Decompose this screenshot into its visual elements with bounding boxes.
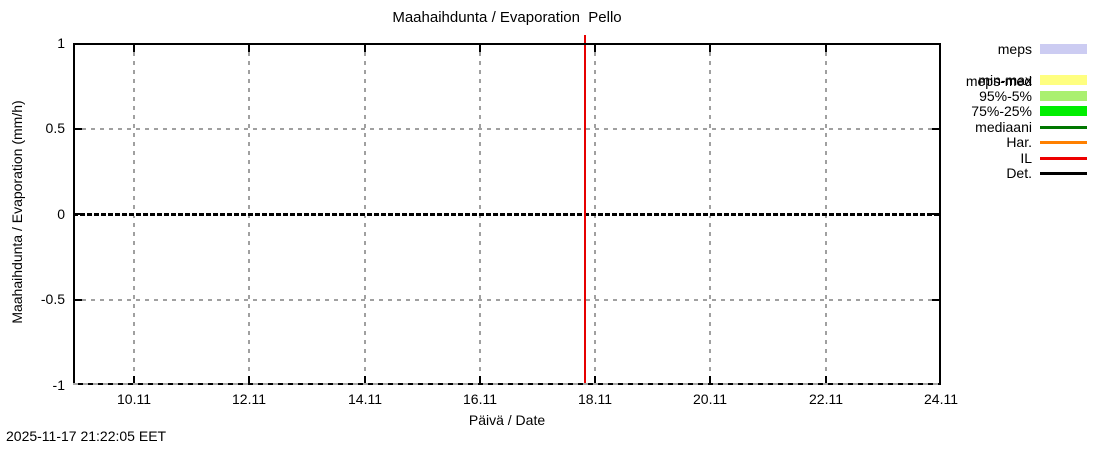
gridline-horizontal	[73, 128, 941, 130]
x-axis-title: Päivä / Date	[468, 412, 546, 428]
y-tick-mark	[932, 299, 939, 301]
x-tick-mark	[709, 376, 711, 383]
legend-label: 75%-25%	[971, 103, 1032, 119]
x-tick-mark	[364, 376, 366, 383]
y-tick-label: 1	[57, 35, 65, 51]
legend-swatch-min-max	[1040, 75, 1087, 85]
y-tick-label: -1	[52, 377, 65, 393]
x-tick-mark	[479, 45, 481, 52]
y-axis-title: Maahaihdunta / Evaporation (mm/h)	[9, 100, 25, 324]
legend-label: min-max	[978, 72, 1032, 88]
legend-label: meps	[997, 41, 1032, 57]
plot-border-right	[939, 43, 941, 385]
x-tick-label: 22.11	[809, 391, 843, 407]
legend-swatch-95-5	[1040, 91, 1087, 101]
x-tick-label: 20.11	[693, 391, 727, 407]
legend-label: meps-med	[965, 73, 1032, 89]
det-series-zero-line	[73, 213, 941, 216]
legend-swatch-har	[1040, 141, 1087, 144]
x-tick-label: 14.11	[348, 391, 382, 407]
legend-label: IL	[1020, 150, 1032, 166]
x-tick-mark	[364, 45, 366, 52]
y-tick-label: -0.5	[40, 291, 65, 307]
legend-swatch-il	[1040, 157, 1087, 160]
timestamp: 2025-11-17 21:22:05 EET	[6, 428, 167, 444]
x-tick-mark	[479, 376, 481, 383]
y-tick-mark	[75, 299, 82, 301]
plot-border-bottom-dashes	[73, 383, 941, 385]
x-tick-mark	[133, 376, 135, 383]
x-tick-mark	[709, 45, 711, 52]
x-tick-mark	[825, 376, 827, 383]
plot-border-top	[73, 43, 941, 45]
x-tick-label: 18.11	[578, 391, 612, 407]
legend-label: Har.	[1006, 134, 1032, 150]
x-tick-label: 12.11	[232, 391, 266, 407]
x-tick-label: 24.11	[924, 391, 958, 407]
current-time-marker-line	[584, 35, 586, 385]
gridline-horizontal	[73, 299, 941, 301]
y-tick-label: 0.5	[45, 120, 65, 136]
y-tick-label: 0	[57, 206, 65, 222]
legend-label: 95%-5%	[979, 88, 1032, 104]
legend-swatch-meps	[1040, 44, 1087, 54]
legend-swatch-75-25	[1040, 106, 1087, 116]
y-tick-mark	[75, 128, 82, 130]
legend-label: Det.	[1006, 165, 1032, 181]
plot-area	[73, 35, 941, 385]
x-tick-mark	[594, 376, 596, 383]
y-tick-mark	[75, 213, 82, 215]
x-tick-mark	[594, 45, 596, 52]
x-tick-label: 16.11	[463, 391, 497, 407]
x-tick-mark	[248, 45, 250, 52]
y-tick-mark	[932, 128, 939, 130]
legend-swatch-det	[1040, 172, 1087, 175]
x-tick-label: 10.11	[117, 391, 151, 407]
x-tick-mark	[248, 376, 250, 383]
legend-swatch-mediaani	[1040, 126, 1087, 129]
legend-label: mediaani	[975, 119, 1032, 135]
y-tick-mark	[932, 213, 939, 215]
x-tick-mark	[133, 45, 135, 52]
x-tick-mark	[825, 45, 827, 52]
chart-title: Maahaihdunta / Evaporation Pello	[392, 9, 622, 26]
plot-border-left	[73, 43, 75, 385]
